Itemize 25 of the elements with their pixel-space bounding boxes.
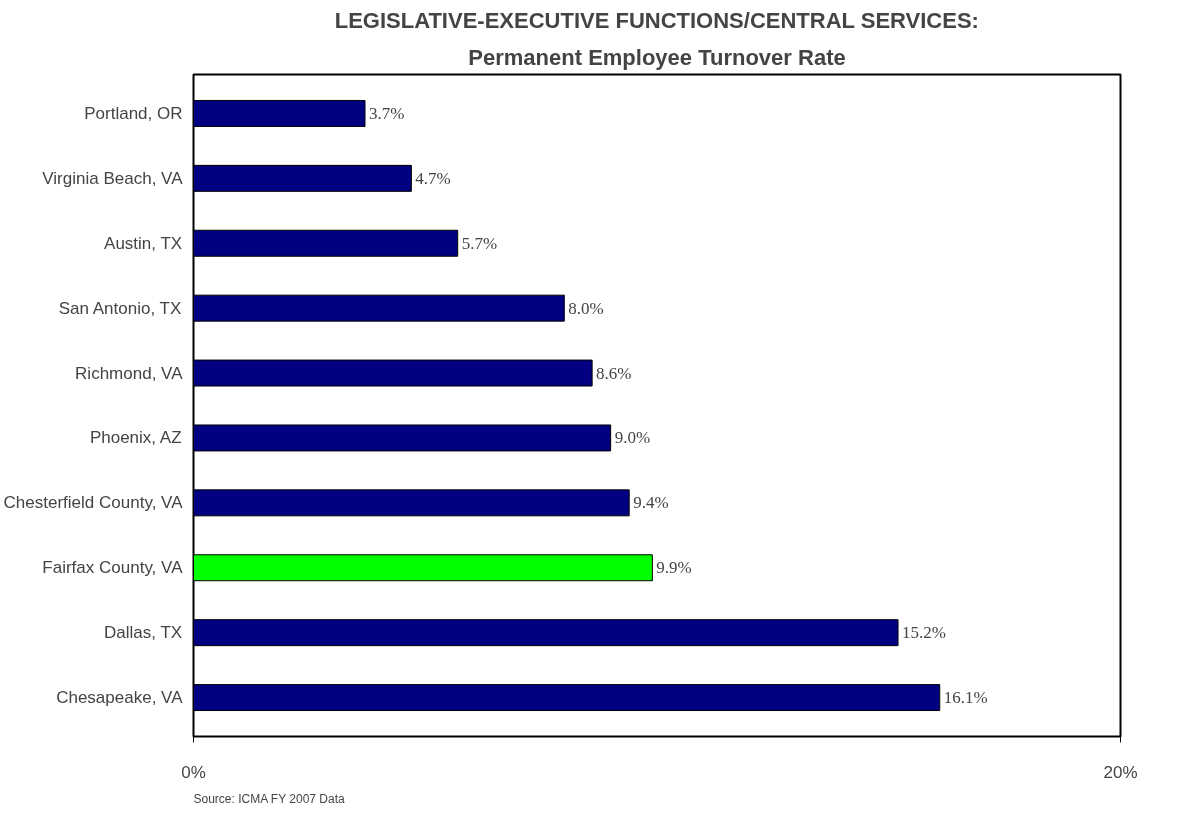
y-tick-label: Portland, OR [84,103,183,123]
chart-subtitle: Permanent Employee Turnover Rate [468,44,846,70]
data-label: 15.2% [902,623,946,643]
data-label: 8.6% [596,363,632,383]
y-tick-label: Chesapeake, VA [56,688,184,708]
data-label: 16.1% [943,688,988,708]
data-label: 5.7% [461,233,498,253]
x-tick-label: 0% [181,762,206,782]
data-label: 3.7% [368,103,405,123]
y-tick-label: Richmond, VA [75,363,184,383]
y-tick-label: Austin, TX [104,233,183,253]
x-tick-label: 20% [1103,762,1138,782]
data-label: 8.0% [568,298,604,318]
chart-title: LEGISLATIVE-EXECUTIVE FUNCTIONS/CENTRAL SERVICES: [334,7,979,33]
source-note: Source: ICMA FY 2007 Data [193,791,346,806]
y-tick-label: Fairfax County, VA [42,558,184,578]
data-label: 4.7% [415,168,451,188]
y-tick-label: Chesterfield County, VA [3,493,184,513]
y-tick-label: Phoenix, AZ [89,428,182,448]
data-label: 9.4% [633,493,669,513]
y-tick-label: San Antonio, TX [58,298,182,318]
data-label: 9.9% [656,558,692,578]
y-tick-label: Dallas, TX [104,623,183,643]
y-tick-label: Virginia Beach, VA [42,168,184,188]
data-label: 9.0% [614,428,651,448]
